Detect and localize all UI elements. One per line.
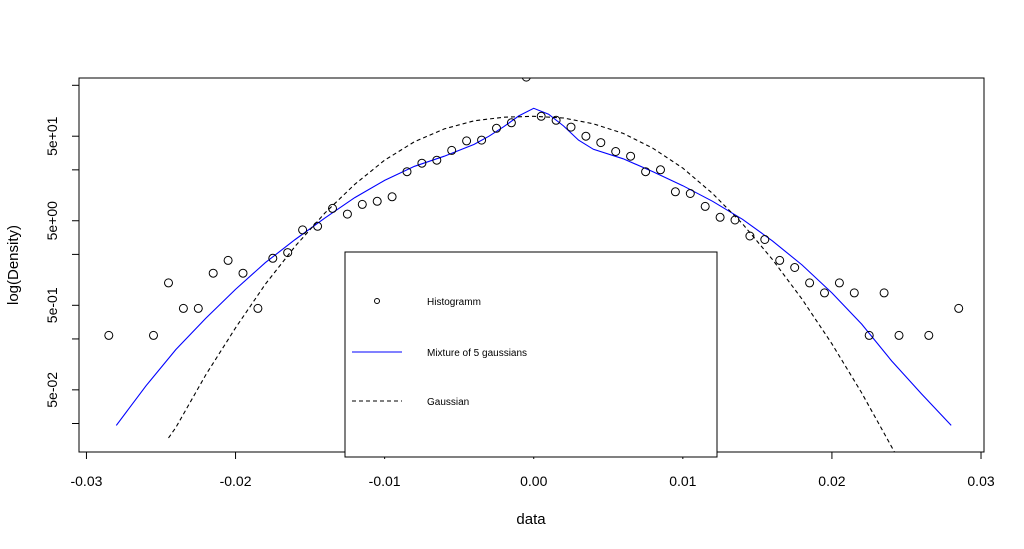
histogram-point (387, 192, 397, 202)
histogram-point (342, 209, 352, 219)
histogram-point (477, 135, 487, 145)
histogram-point (685, 189, 695, 198)
histogram-point (372, 196, 382, 206)
legend-label-gaussian: Gaussian (427, 397, 469, 408)
histogram-point (521, 78, 531, 82)
histogram-point (223, 255, 233, 265)
histogram-point (402, 167, 412, 177)
histogram-point (193, 303, 203, 313)
x-tick-label: -0.01 (369, 473, 401, 489)
histogram-point (730, 215, 740, 225)
x-tick-label: -0.03 (70, 473, 102, 489)
histogram-point (417, 158, 427, 168)
histogram-point (447, 145, 457, 155)
x-tick-label: 0.01 (669, 473, 696, 489)
x-axis-title: data (516, 511, 546, 528)
histogram-point (462, 136, 472, 146)
y-tick-label: 5e+01 (44, 116, 60, 156)
series-layer (104, 78, 964, 452)
histogram-point (432, 155, 442, 165)
histogram-point (208, 268, 218, 278)
histogram-point (268, 253, 278, 263)
histogram-point (104, 330, 114, 340)
histogram-point (328, 203, 337, 213)
x-tick-label: 0.03 (967, 473, 994, 489)
x-tick-label: -0.02 (220, 473, 252, 489)
histogram-point (253, 303, 263, 313)
y-tick-label: 5e-01 (44, 287, 60, 323)
histogram-point (357, 199, 367, 209)
histogram-point (805, 278, 815, 288)
x-axis: -0.03 -0.02 -0.01 0.00 0.01 0.02 0.03 (70, 451, 995, 489)
histogram-point (834, 278, 844, 288)
series-line-2 (168, 115, 896, 452)
histogram-point (820, 288, 829, 298)
histogram-point (924, 330, 934, 340)
histogram-point (164, 278, 173, 288)
histogram-point (879, 288, 889, 298)
histogram-point (149, 330, 158, 340)
histogram-point (864, 330, 874, 340)
histogram-point (283, 248, 293, 258)
histogram-point (596, 138, 606, 148)
histogram-point (492, 123, 501, 133)
histogram-point (566, 122, 576, 132)
histogram-point (238, 268, 248, 278)
x-tick-label: 0.02 (818, 473, 845, 489)
legend-label-histogramm: Histogramm (427, 297, 481, 308)
y-axis: 5e-02 5e-01 5e+00 5e+01 (44, 84, 79, 424)
legend: Histogramm Mixture of 5 gaussians Gaussi… (344, 251, 718, 458)
histogram-point (715, 212, 725, 222)
histogram-point (313, 221, 323, 231)
histogram-point (536, 111, 546, 121)
histogram-point (581, 131, 591, 141)
histogram-point (298, 225, 308, 235)
y-tick-label: 5e+00 (44, 201, 60, 241)
histogram-point (670, 187, 680, 197)
histogram-point (506, 118, 516, 128)
y-tick-label: 5e-02 (44, 372, 60, 408)
histogram-point (954, 303, 964, 313)
histogram-point (700, 201, 710, 211)
histogram-point (626, 151, 636, 161)
histogram-point (178, 303, 188, 313)
x-tick-label: 0.00 (520, 473, 547, 489)
histogram-point (790, 263, 800, 272)
histogram-point (656, 165, 665, 175)
histogram-point (775, 255, 785, 265)
y-axis-title: log(Density) (5, 225, 22, 305)
legend-key-histogramm (374, 298, 380, 304)
histogram-point (760, 235, 770, 244)
histogram-point (849, 288, 859, 298)
histogram-point (894, 330, 904, 340)
histogram-point (745, 231, 755, 241)
histogram-point (641, 167, 651, 177)
legend-box (344, 251, 718, 458)
histogram-point (611, 147, 621, 156)
histogram-point (551, 115, 561, 125)
legend-label-mixture: Mixture of 5 gaussians (427, 348, 527, 359)
